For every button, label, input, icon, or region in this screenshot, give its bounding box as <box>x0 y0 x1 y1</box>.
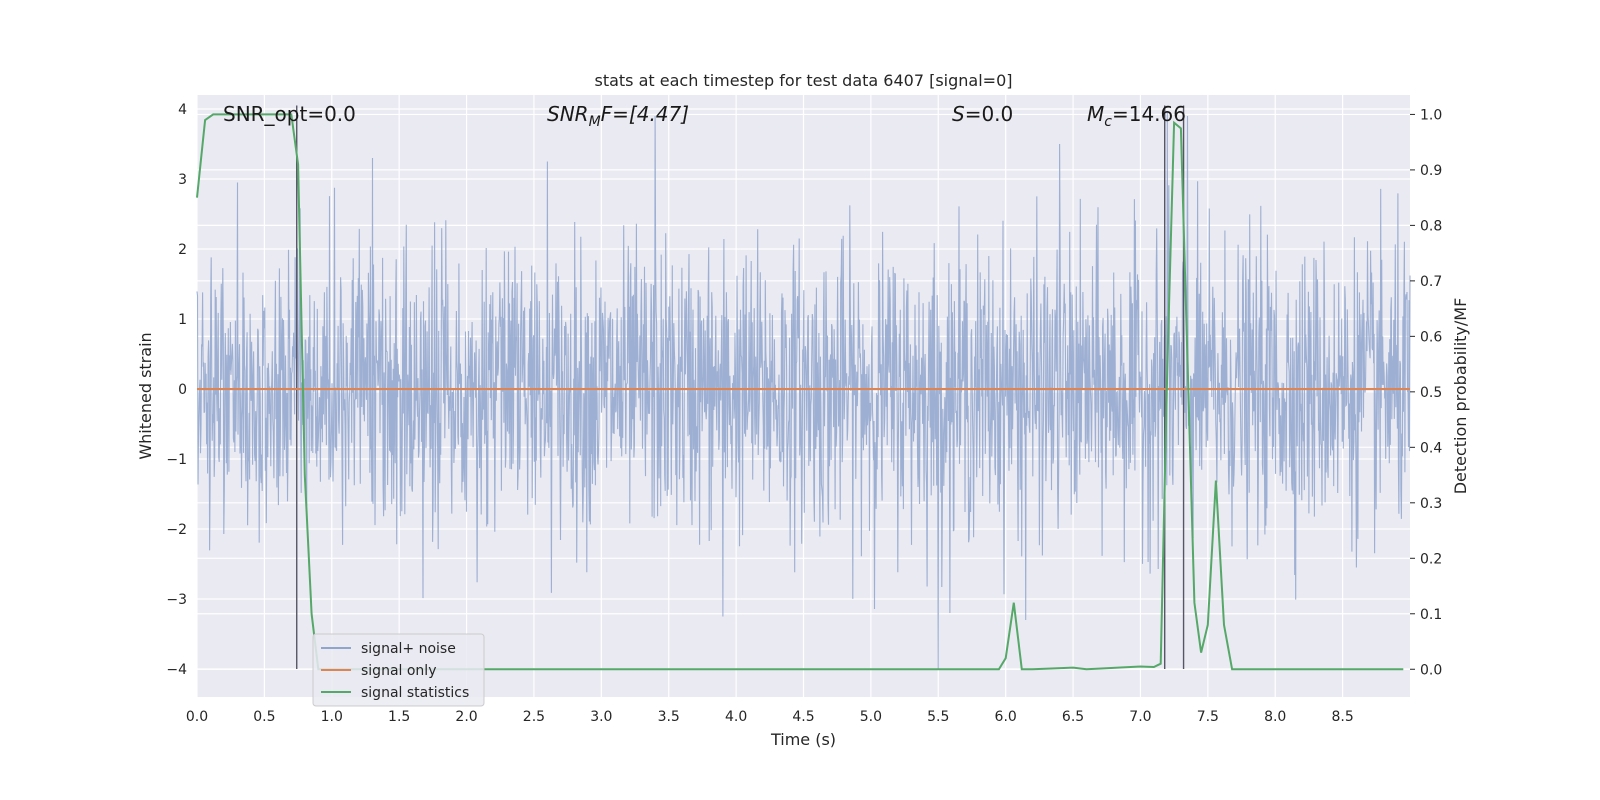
tick-labels: 0.0 0.5 1.0 1.5 2.0 2.5 3.0 3.5 4.0 4.5 5.0 5.5 6.0 6… <box>166 102 1442 725</box>
y-tick-label: −3 <box>166 592 187 608</box>
annotation-s: S=0.0 <box>952 102 1013 126</box>
y-tick-label: 1 <box>178 312 187 328</box>
y-tick-label: 4 <box>178 102 187 118</box>
y2-tick-label: 0.5 <box>1420 385 1442 401</box>
x-tick-label: 2.0 <box>455 709 477 725</box>
annotation-s-rest: =0.0 <box>965 102 1014 126</box>
x-tick-label: 2.5 <box>523 709 545 725</box>
legend-label-signal-noise: signal+ noise <box>361 641 456 657</box>
x-tick-label: 1.0 <box>321 709 343 725</box>
y2-tick-label: 0.7 <box>1420 274 1442 290</box>
y2-tick-label: 0.4 <box>1420 440 1442 456</box>
annotation-snr-mf: SNRMF=[4.47] <box>547 102 689 130</box>
x-tick-label: 1.5 <box>388 709 410 725</box>
annotation-snr-mf-base: SNR <box>547 102 589 126</box>
y2-tick-label: 0.2 <box>1420 551 1442 567</box>
y-tick-label: 2 <box>178 242 187 258</box>
y2-tick-label: 1.0 <box>1420 107 1442 123</box>
y2-tick-label: 0.3 <box>1420 496 1442 512</box>
y2-tick-label: 0.8 <box>1420 218 1442 234</box>
x-tick-label: 0.5 <box>253 709 275 725</box>
y2-tick-label: 0.9 <box>1420 163 1442 179</box>
x-tick-label: 5.5 <box>927 709 949 725</box>
y2-tick-label: 0.0 <box>1420 662 1442 678</box>
legend: signal+ noise signal only signal statist… <box>312 633 485 707</box>
y-tick-label: 3 <box>178 172 187 188</box>
legend-box <box>312 633 485 707</box>
x-tick-label: 4.0 <box>725 709 747 725</box>
legend-label-signal-statistics: signal statistics <box>361 685 469 701</box>
x-tick-label: 7.0 <box>1129 709 1151 725</box>
y-tick-label: 0 <box>178 382 187 398</box>
chart-title: stats at each timestep for test data 640… <box>594 71 1012 90</box>
x-tick-label: 7.5 <box>1197 709 1219 725</box>
annotation-snr-mf-rest: F=[4.47] <box>601 102 689 126</box>
annotation-mc: Mc=14.66 <box>1087 102 1186 130</box>
legend-label-signal-only: signal only <box>361 663 436 679</box>
signal-statistics-line <box>196 113 1404 671</box>
x-axis-label: Time (s) <box>770 730 836 749</box>
signal-statistics-series <box>196 113 1404 671</box>
annotation-mc-rest: =14.66 <box>1112 102 1186 126</box>
annotation-s-main: S <box>952 102 965 126</box>
x-tick-label: 8.0 <box>1264 709 1286 725</box>
annotation-snr-mf-sub: M <box>589 114 601 130</box>
x-tick-label: 6.0 <box>995 709 1017 725</box>
x-tick-label: 0.0 <box>186 709 208 725</box>
y2-axis-label: Detection probability/MF <box>1451 298 1470 495</box>
x-tick-label: 8.5 <box>1331 709 1353 725</box>
y2-tick-label: 0.1 <box>1420 607 1442 623</box>
x-tick-label: 6.5 <box>1062 709 1084 725</box>
annotation-mc-base: M <box>1087 102 1104 126</box>
x-tick-label: 5.0 <box>860 709 882 725</box>
annotation-snr-opt: SNR_opt=0.0 <box>223 102 356 126</box>
x-tick-label: 3.0 <box>590 709 612 725</box>
y2-tick-label: 0.6 <box>1420 329 1442 345</box>
y-tick-label: −4 <box>166 662 187 678</box>
y-tick-label: −1 <box>166 452 187 468</box>
signal-noise-line <box>196 112 1411 670</box>
x-tick-label: 4.5 <box>792 709 814 725</box>
y-tick-label: −2 <box>166 522 187 538</box>
x-tick-label: 3.5 <box>658 709 680 725</box>
annotation-mc-sub: c <box>1104 114 1112 130</box>
y-axis-label: Whitened strain <box>136 332 155 459</box>
signal-noise-series <box>196 112 1411 670</box>
